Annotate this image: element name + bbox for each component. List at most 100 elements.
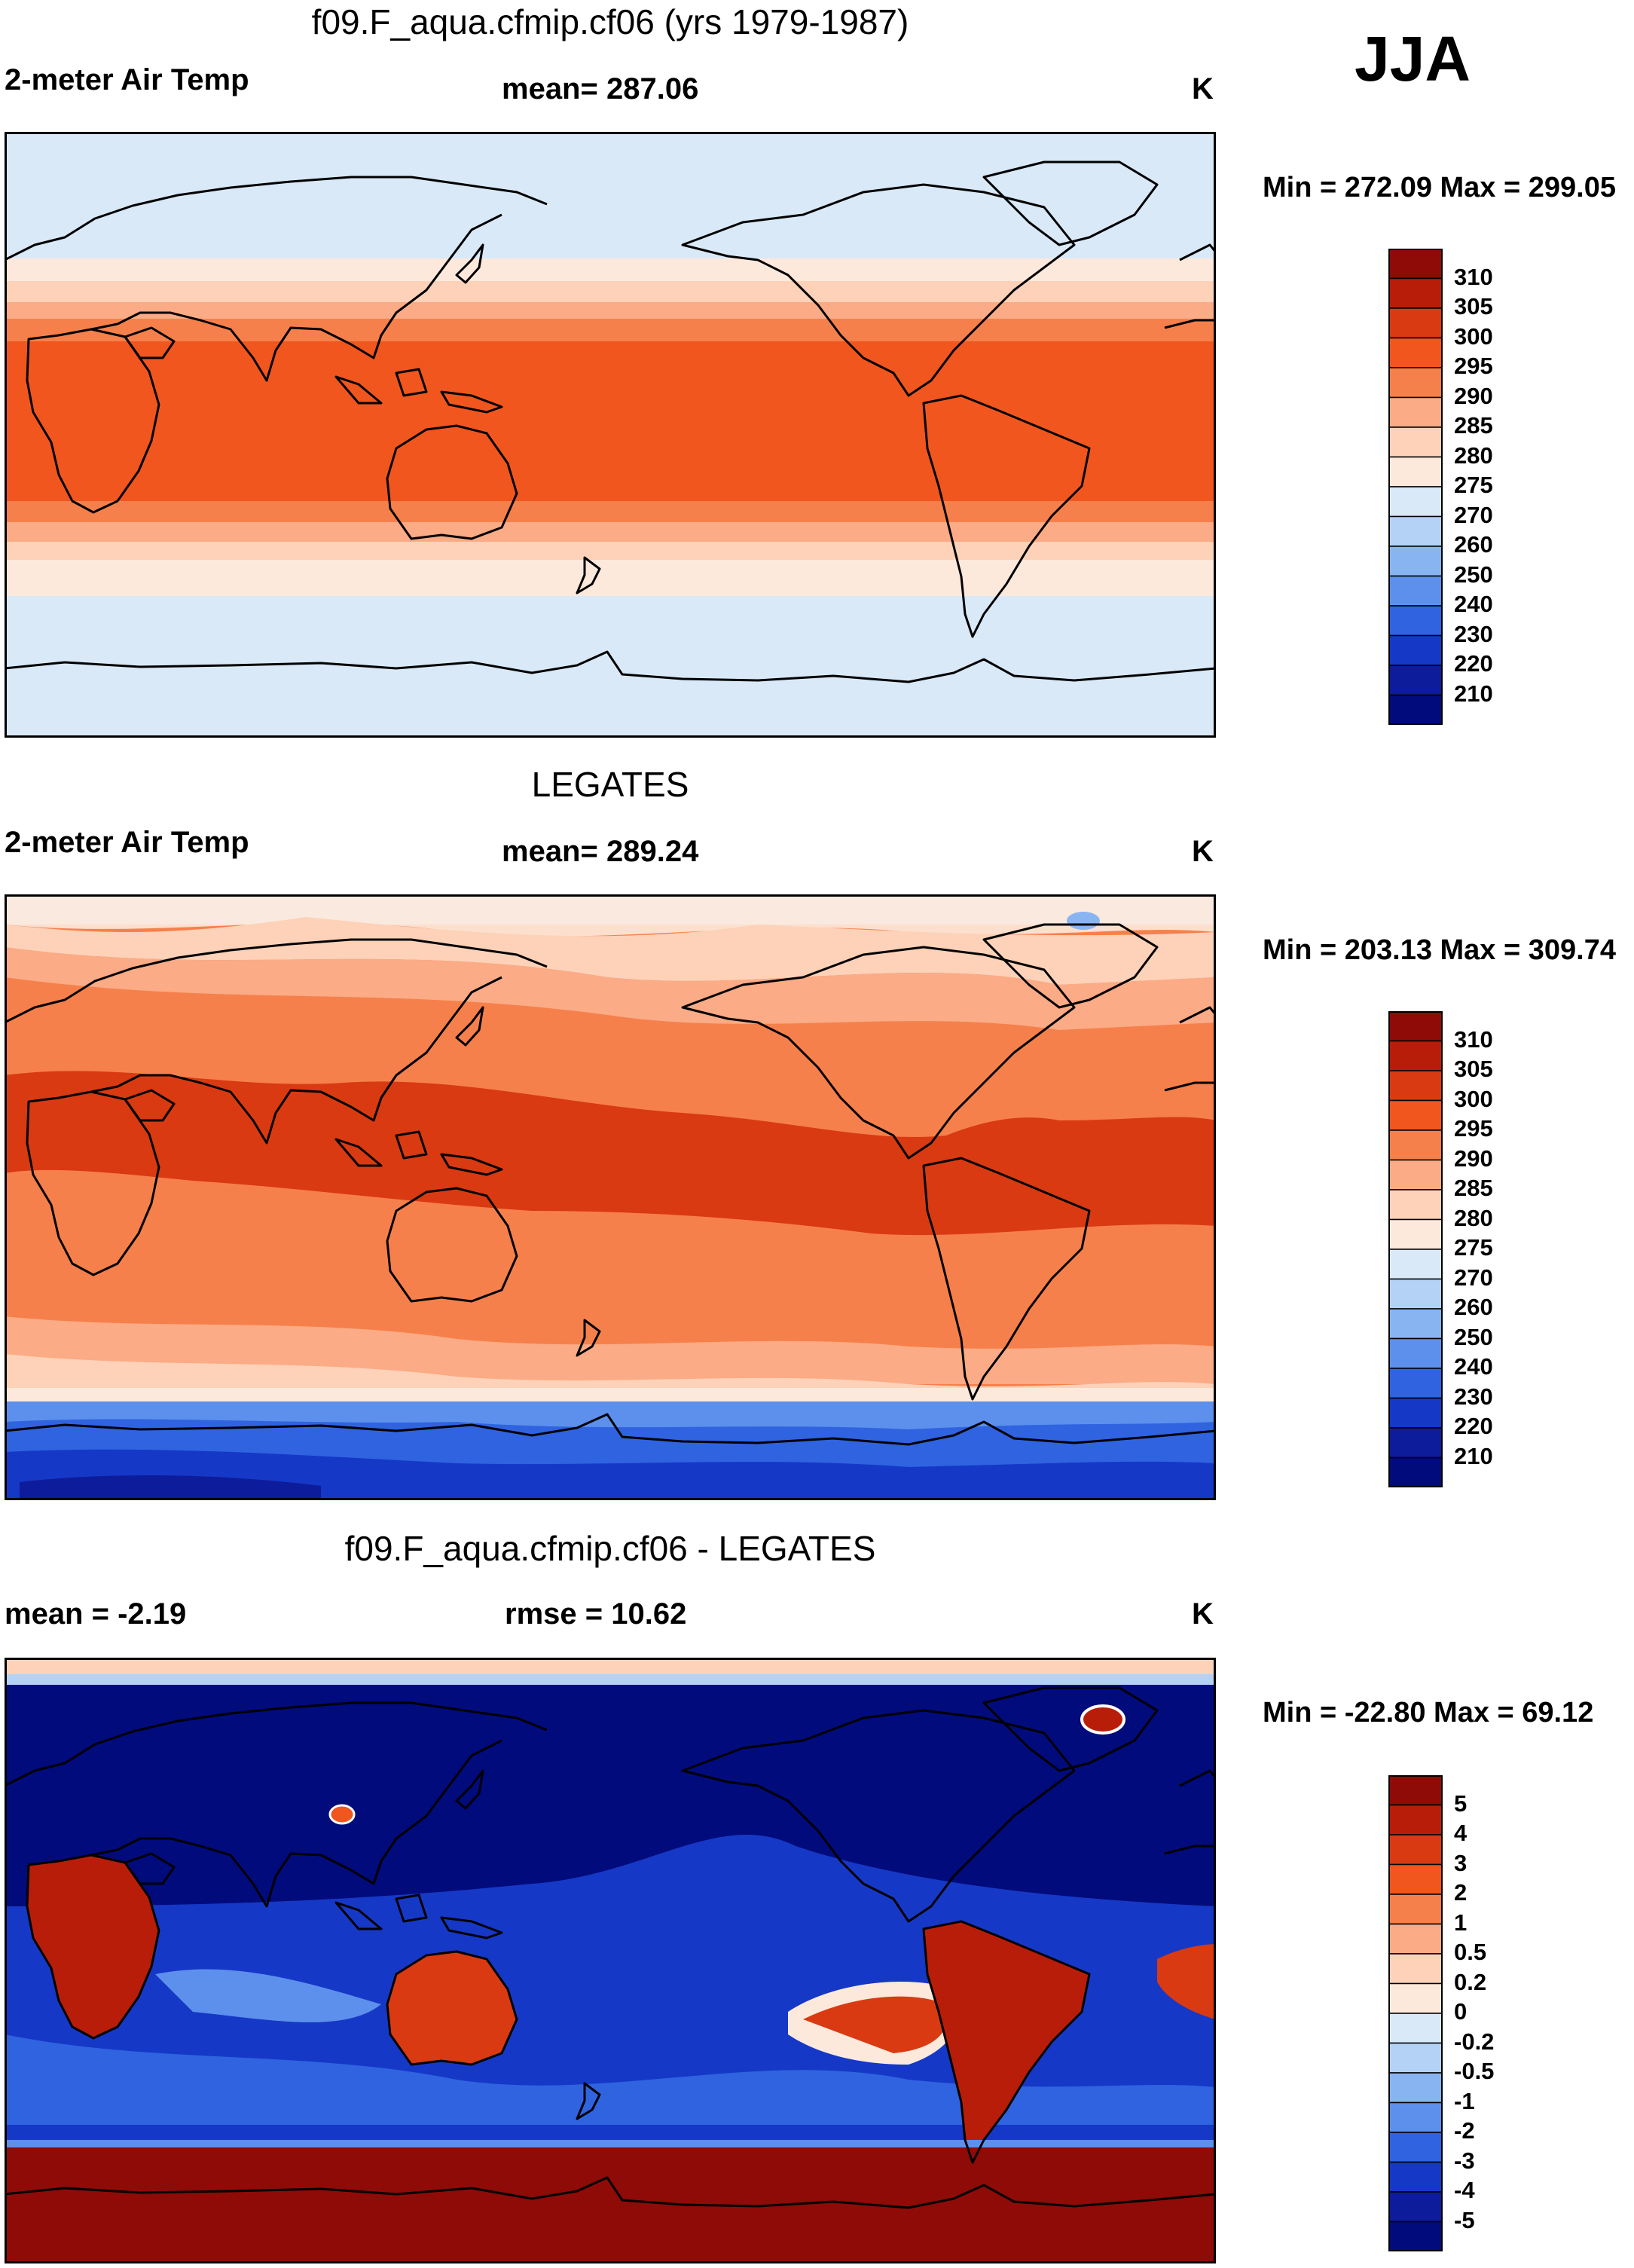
colorbar-swatch (1388, 1368, 1443, 1399)
colorbar-tick-label: 210 (1454, 680, 1493, 707)
colorbar-swatch (1388, 1308, 1443, 1340)
colorbar-tick-label: -0.2 (1454, 2028, 1495, 2055)
arctic-warm-strip (5, 1658, 1216, 1674)
coastlines (5, 1686, 1216, 2209)
colorbar-swatch (1388, 2161, 1443, 2193)
coastlines (5, 160, 1216, 683)
colorbar-swatch (1388, 515, 1443, 547)
colorbar-swatch (1388, 1040, 1443, 1071)
colorbar-tick-label: 5 (1454, 1790, 1468, 1817)
panel-1-colorbar (1388, 248, 1443, 726)
colorbar-swatch (1388, 426, 1443, 458)
colorbar-tick-label: 285 (1454, 1175, 1493, 1201)
colorbar-swatch (1388, 486, 1443, 518)
colorbar-swatch (1388, 1278, 1443, 1310)
colorbar-swatch (1388, 634, 1443, 666)
colorbar-swatch (1388, 1894, 1443, 1925)
colorbar-swatch (1388, 367, 1443, 399)
colorbar-swatch (1388, 1953, 1443, 1985)
colorbar-swatch (1388, 456, 1443, 488)
colorbar-tick-label: 270 (1454, 1264, 1493, 1291)
colorbar-swatch (1388, 1337, 1443, 1369)
colorbar-swatch (1388, 2013, 1443, 2044)
panel-2-variable-label: 2-meter Air Temp (5, 826, 249, 859)
colorbar-swatch (1388, 396, 1443, 428)
colorbar-swatch (1388, 1010, 1443, 1042)
colorbar-tick-label: -0.5 (1454, 2058, 1495, 2084)
panel-2-mean-label: mean= 289.24 (502, 835, 699, 868)
colorbar-tick-label: 2 (1454, 1879, 1468, 1906)
colorbar-swatch (1388, 2072, 1443, 2104)
colorbar-tick-label: 230 (1454, 620, 1493, 647)
colorbar-tick-label: 240 (1454, 1353, 1493, 1380)
panel-1-map (5, 132, 1216, 738)
colorbar-tick-label: 310 (1454, 263, 1493, 290)
colorbar-swatch (1388, 1804, 1443, 1835)
colorbar-swatch (1388, 248, 1443, 280)
colorbar-tick-label: 260 (1454, 1294, 1493, 1320)
colorbar-tick-label: 260 (1454, 531, 1493, 558)
panel-2-title: LEGATES (531, 765, 689, 804)
colorbar-swatch (1388, 1189, 1443, 1221)
panel-3-units: K (1192, 1597, 1214, 1631)
colorbar-swatch (1388, 1923, 1443, 1955)
panel-3-colorbar-labels: 5 4 3 2 1 0.5 0.2 0 -0.2 -0.5 -1 -2 -3 -4 -5 (1454, 1775, 1567, 2251)
colorbar-outline (1388, 1011, 1443, 1487)
colorbar-tick-label: 290 (1454, 382, 1493, 409)
colorbar-tick-label: 300 (1454, 1085, 1493, 1112)
panel-2-map (5, 894, 1216, 1500)
band-290-south (5, 501, 1216, 522)
north-cool-band (5, 894, 1216, 937)
panel-2-colorbar-labels: 310 305 300 295 290 285 280 275 270 260 250 240 230 2… (1454, 1011, 1567, 1487)
colorbar-tick-label: 310 (1454, 1025, 1493, 1053)
arctic-transition (5, 1674, 1216, 1685)
colorbar-swatch (1388, 1456, 1443, 1488)
colorbar-swatch (1388, 1218, 1443, 1250)
panel-1-variable-label: 2-meter Air Temp (5, 63, 249, 96)
colorbar-tick-label: 250 (1454, 1323, 1493, 1350)
south-deficit-band (5, 2034, 1216, 2125)
colorbar-swatch (1388, 2132, 1443, 2163)
antarctic-edge (5, 2140, 1216, 2147)
band-280-south (5, 542, 1216, 560)
colorbar-tick-label: 300 (1454, 322, 1493, 350)
panel-1-colorbar-labels: 310 305 300 295 290 285 280 275 270 260 250 240 230 2… (1454, 249, 1567, 725)
colorbar-swatch (1388, 605, 1443, 637)
panel-3-colorbar (1388, 1774, 1443, 2252)
band-295-tropics (5, 341, 1216, 501)
coastlines (5, 923, 1216, 1446)
colorbar-swatch (1388, 277, 1443, 309)
colorbar-swatch (1388, 337, 1443, 368)
indian-ocean-anomaly (155, 1969, 381, 2022)
colorbar-swatch (1388, 2221, 1443, 2252)
colorbar-swatch (1388, 307, 1443, 339)
colorbar-tick-label: 305 (1454, 1056, 1493, 1082)
panel-3-title: f09.F_aqua.cfmip.cf06 - LEGATES (344, 1529, 876, 1568)
greenland-cold-spot (1067, 912, 1100, 930)
colorbar-tick-label: 230 (1454, 1383, 1493, 1410)
colorbar-tick-label: 305 (1454, 293, 1493, 319)
band-285-south (5, 522, 1216, 542)
colorbar-swatch (1388, 1249, 1443, 1280)
band-275-south (5, 560, 1216, 596)
colorbar-tick-label: -5 (1454, 2206, 1475, 2233)
map-frame (5, 1658, 1216, 2263)
colorbar-tick-label: 210 (1454, 1442, 1493, 1469)
antarctic-coldest (20, 1475, 321, 1500)
colorbar-tick-label: 1 (1454, 1909, 1468, 1936)
colorbar-tick-label: 4 (1454, 1820, 1468, 1846)
colorbar-outline (1388, 249, 1443, 725)
panel-3-rmse-label: rmse = 10.62 (505, 1597, 687, 1631)
colorbar-tick-label: 285 (1454, 412, 1493, 439)
colorbar-swatch (1388, 1427, 1443, 1459)
panel-2-colorbar (1388, 1010, 1443, 1488)
colorbar-tick-label: 0.5 (1454, 1939, 1487, 1965)
panel-3-minmax: Min = -22.80 Max = 69.12 (1263, 1697, 1594, 1729)
band-290 (5, 319, 1216, 341)
tibet-warm-spot (328, 1804, 356, 1825)
panel-1-minmax: Min = 272.09 Max = 299.05 (1263, 172, 1616, 203)
band-275 (5, 258, 1216, 281)
panel-3-mean-label: mean = -2.19 (5, 1597, 187, 1631)
north-mild-band (5, 917, 1216, 985)
colorbar-swatch (1388, 1863, 1443, 1895)
